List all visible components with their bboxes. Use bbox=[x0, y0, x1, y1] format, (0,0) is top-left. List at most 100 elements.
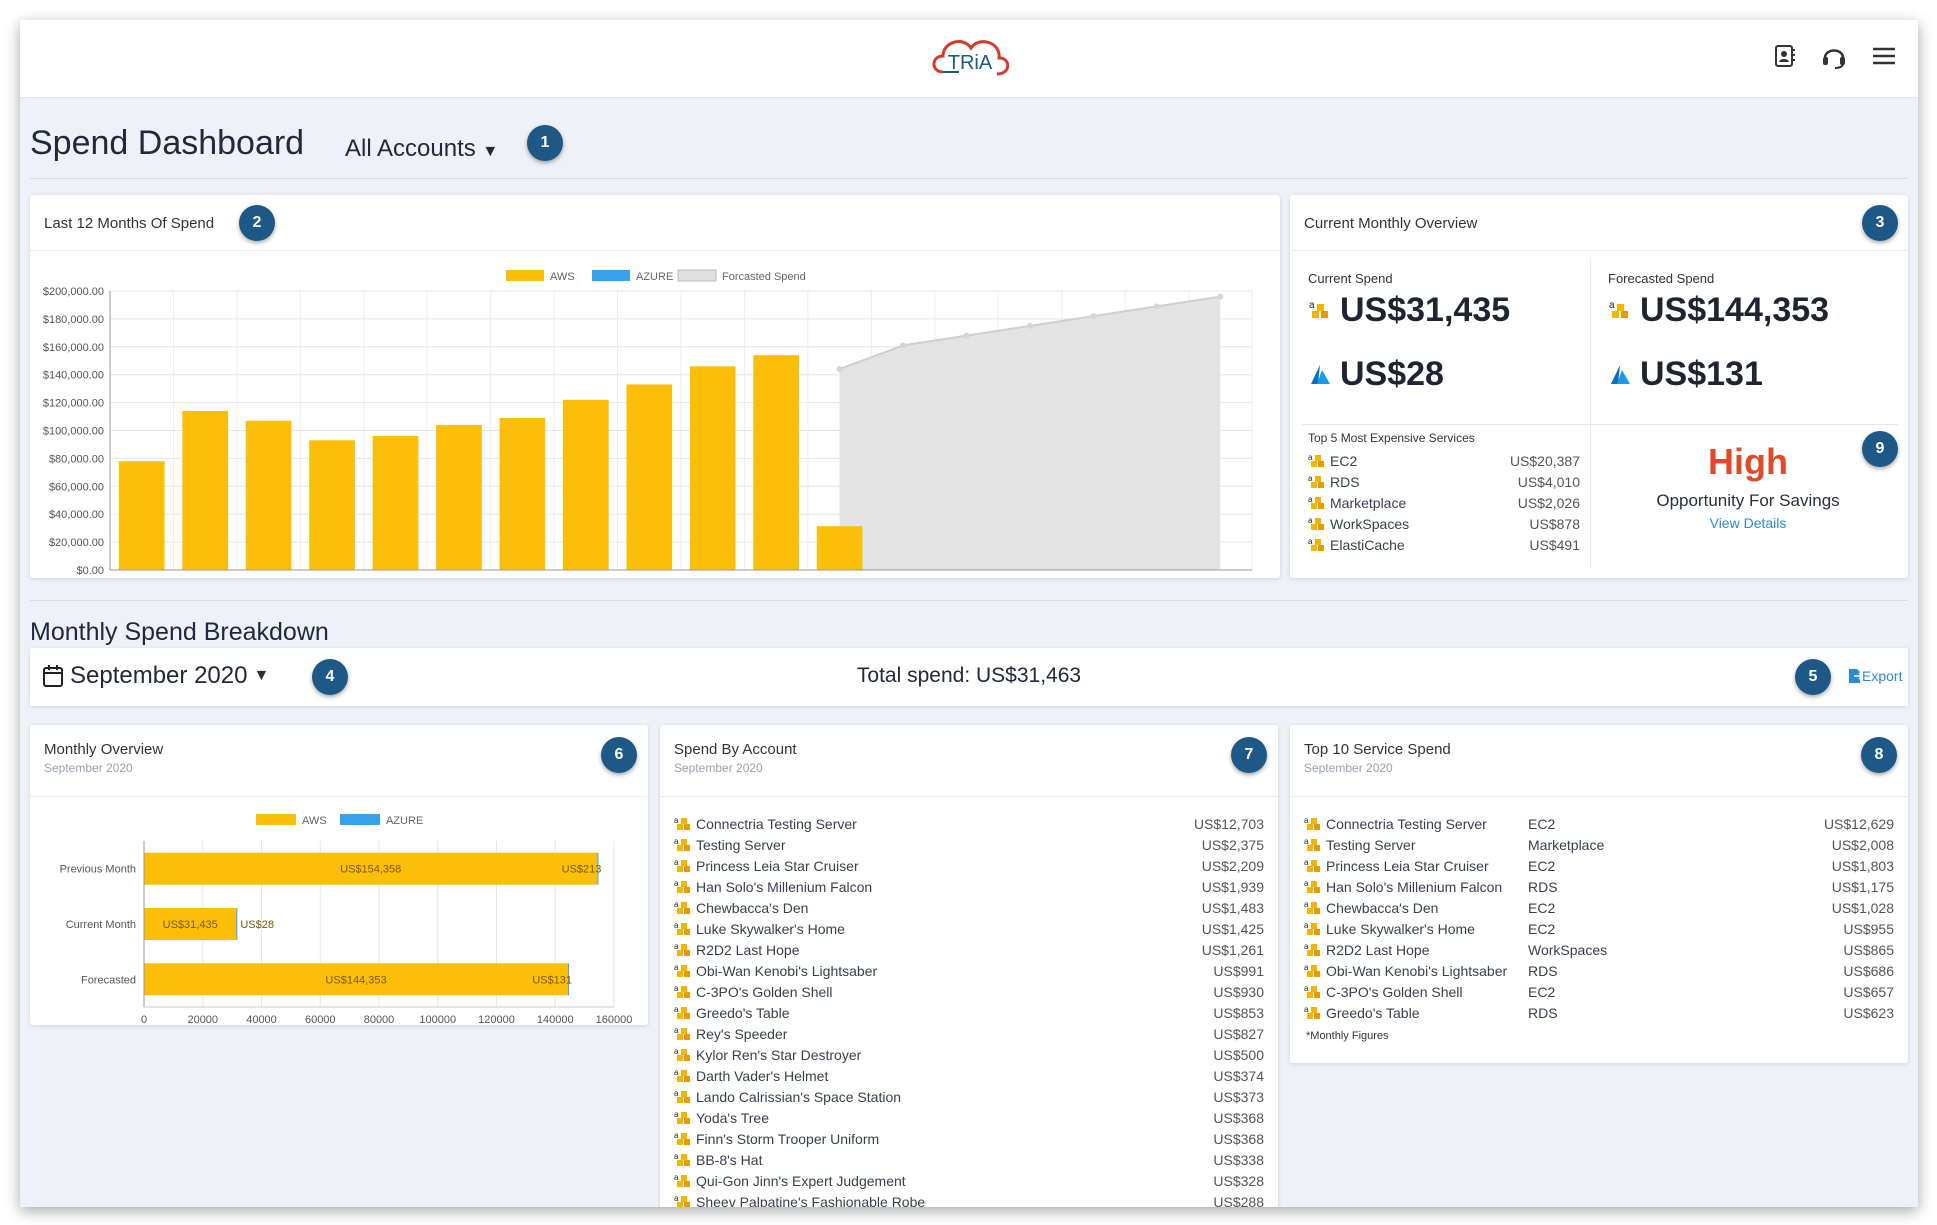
account-row: a Lando Calrissian's Space Station US$373 bbox=[674, 1086, 1264, 1107]
aws-icon: a bbox=[1304, 942, 1320, 956]
account-cost: US$328 bbox=[1213, 1172, 1264, 1189]
support-headset-icon[interactable] bbox=[1820, 42, 1848, 70]
service-cost: US$20,387 bbox=[1509, 452, 1580, 469]
top10-row: a Luke Skywalker's Home EC2 US$955 bbox=[1304, 918, 1894, 939]
svg-text:a: a bbox=[1308, 537, 1313, 546]
help-badge-7[interactable]: 7 bbox=[1231, 737, 1267, 773]
card-title: Monthly Overview bbox=[44, 741, 164, 758]
help-badge-2[interactable]: 2 bbox=[239, 205, 275, 241]
aws-bar bbox=[144, 963, 569, 996]
legend-azure-label: AZURE bbox=[636, 271, 673, 283]
help-badge-3[interactable]: 3 bbox=[1862, 205, 1898, 241]
export-button[interactable]: Export bbox=[1848, 668, 1902, 684]
account-cost: US$12,703 bbox=[1193, 815, 1264, 832]
legend-azure-label: AZURE bbox=[386, 815, 423, 827]
aws-icon: a bbox=[1308, 537, 1324, 551]
svg-text:a: a bbox=[1304, 921, 1309, 930]
card-subtitle: September 2020 bbox=[44, 761, 133, 775]
account-cost: US$374 bbox=[1213, 1067, 1264, 1084]
top10-service-list: a Connectria Testing Server EC2 US$12,629 a T… bbox=[1304, 813, 1894, 1023]
account-cost: US$930 bbox=[1213, 983, 1264, 1000]
service-name: Marketplace bbox=[1330, 494, 1407, 511]
last-12-months-card: Last 12 Months Of Spend 2 AWS AZURE Forcas… bbox=[30, 195, 1280, 578]
azure-bar bbox=[568, 963, 570, 996]
top5-service-row: a Marketplace US$2,026 bbox=[1308, 492, 1580, 513]
account-name: C-3PO's Golden Shell bbox=[696, 983, 833, 1000]
forecast-point bbox=[836, 366, 843, 373]
hamburger-menu-icon[interactable] bbox=[1870, 42, 1898, 70]
account-name: Han Solo's Millenium Falcon bbox=[696, 878, 873, 895]
svg-text:a: a bbox=[674, 1068, 679, 1077]
x-tick-label: 60000 bbox=[305, 1014, 336, 1025]
account-row: a R2D2 Last Hope US$1,261 bbox=[674, 939, 1264, 960]
help-badge-4[interactable]: 4 bbox=[312, 659, 348, 695]
help-badge-1[interactable]: 1 bbox=[527, 125, 563, 161]
aws-icon: a bbox=[1304, 963, 1320, 977]
aws-icon: a bbox=[1308, 453, 1324, 467]
service-name: EC2 bbox=[1528, 920, 1556, 937]
account-row: a C-3PO's Golden Shell US$930 bbox=[674, 981, 1264, 1002]
y-tick-label: $180,000.00 bbox=[43, 314, 104, 326]
top10-row: a Testing Server Marketplace US$2,008 bbox=[1304, 834, 1894, 855]
help-badge-5[interactable]: 5 bbox=[1795, 659, 1831, 695]
aws-icon: a bbox=[674, 1131, 690, 1145]
service-cost: US$878 bbox=[1529, 515, 1580, 532]
azure-value-label: US$213 bbox=[562, 864, 602, 876]
help-badge-8[interactable]: 8 bbox=[1861, 737, 1897, 773]
aws-bar bbox=[753, 355, 800, 570]
aws-bar bbox=[626, 384, 673, 570]
account-row: a Darth Vader's Helmet US$374 bbox=[674, 1065, 1264, 1086]
spend-by-account-card: Spend By Account September 2020 7 a Conne… bbox=[660, 725, 1278, 1207]
service-cost: US$12,629 bbox=[1823, 815, 1894, 832]
tria-logo[interactable]: TRiA bbox=[929, 30, 1011, 86]
account-cost: US$373 bbox=[1213, 1088, 1264, 1105]
aws-bar bbox=[816, 526, 863, 570]
svg-text:a: a bbox=[1308, 453, 1313, 462]
aws-icon: a bbox=[674, 1068, 690, 1082]
azure-value-label: US$131 bbox=[532, 974, 572, 986]
monthly-overview-chart: AWS AZURE 0 20000 40000 60000 80000 100000 12000… bbox=[60, 814, 633, 1025]
service-name: WorkSpaces bbox=[1330, 515, 1410, 532]
account-cost: US$827 bbox=[1213, 1025, 1264, 1042]
svg-text:a: a bbox=[674, 1152, 679, 1161]
top-bar: TRiA bbox=[20, 20, 1918, 98]
service-name: RDS bbox=[1528, 1004, 1558, 1021]
y-tick-label: $120,000.00 bbox=[43, 398, 104, 410]
y-category-label: Forecasted bbox=[81, 974, 136, 986]
contacts-icon[interactable] bbox=[1770, 42, 1798, 70]
month-dropdown[interactable]: September 2020 ▼ bbox=[42, 662, 269, 690]
azure-icon bbox=[1311, 364, 1330, 384]
azure-bar bbox=[597, 852, 599, 885]
x-tick-label: 20000 bbox=[187, 1014, 218, 1025]
help-badge-9[interactable]: 9 bbox=[1862, 431, 1898, 467]
aws-icon: a bbox=[674, 858, 690, 872]
legend-forecast-swatch bbox=[677, 269, 717, 282]
account-name: Connectria Testing Server bbox=[1326, 815, 1487, 832]
account-row: a Chewbacca's Den US$1,483 bbox=[674, 897, 1264, 918]
aws-icon: a bbox=[674, 1026, 690, 1040]
aws-icon: a bbox=[1308, 516, 1324, 530]
account-name: Han Solo's Millenium Falcon bbox=[1326, 878, 1503, 895]
forecasted-spend-label: Forecasted Spend bbox=[1608, 271, 1715, 286]
svg-text:a: a bbox=[674, 1194, 679, 1203]
x-tick-label: 80000 bbox=[364, 1014, 395, 1025]
x-tick-label: 160000 bbox=[596, 1014, 633, 1025]
account-name: Lando Calrissian's Space Station bbox=[696, 1088, 902, 1105]
y-tick-label: $200,000.00 bbox=[43, 286, 104, 298]
svg-text:a: a bbox=[674, 984, 679, 993]
forecast-point bbox=[900, 342, 907, 349]
aws-bar bbox=[562, 399, 609, 570]
service-cost: US$686 bbox=[1843, 962, 1894, 979]
service-cost: US$623 bbox=[1843, 1004, 1894, 1021]
aws-icon: a bbox=[1304, 879, 1320, 893]
top10-row: a Obi-Wan Kenobi's Lightsaber RDS US$686 bbox=[1304, 960, 1894, 981]
view-details-link[interactable]: View Details bbox=[1709, 515, 1787, 531]
y-tick-label: $100,000.00 bbox=[43, 426, 104, 438]
account-filter-dropdown[interactable]: All Accounts ▼ bbox=[345, 135, 498, 163]
account-name: Obi-Wan Kenobi's Lightsaber bbox=[1326, 962, 1508, 979]
top5-service-row: a RDS US$4,010 bbox=[1308, 471, 1580, 492]
account-spend-list: a Connectria Testing Server US$12,703 a Test… bbox=[674, 813, 1264, 1207]
help-badge-6[interactable]: 6 bbox=[601, 737, 637, 773]
legend-forecast-label: Forcasted Spend bbox=[722, 271, 806, 283]
account-name: Greedo's Table bbox=[696, 1004, 790, 1021]
